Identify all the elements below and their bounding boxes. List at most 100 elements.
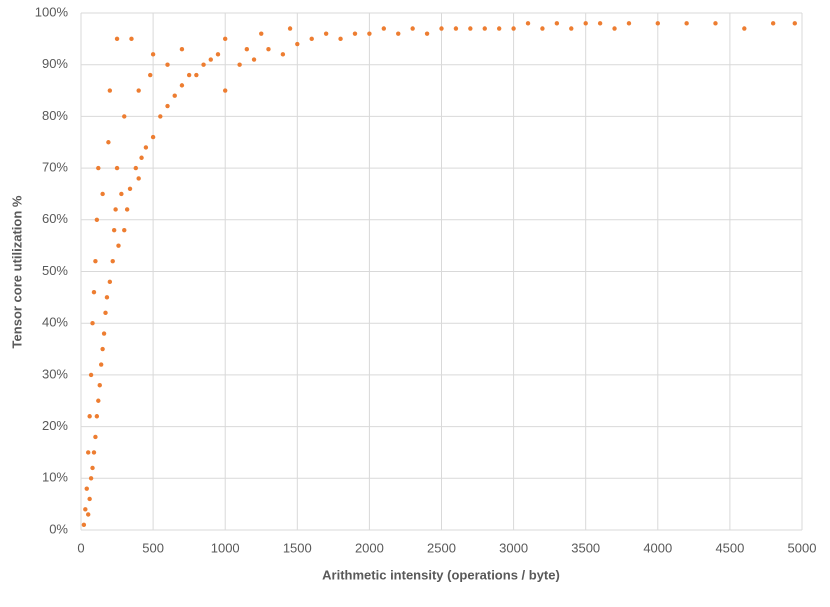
scatter-point (158, 114, 163, 119)
scatter-point (742, 26, 747, 31)
y-axis-title: Tensor core utilization % (9, 195, 24, 348)
scatter-point (100, 346, 105, 352)
scatter-point (98, 362, 104, 367)
scatter-point (186, 72, 192, 78)
scatter-point (139, 155, 144, 160)
scatter-point (237, 62, 242, 67)
scatter-point (110, 258, 115, 264)
scatter-point (104, 295, 110, 300)
scatter-point (525, 21, 531, 26)
scatter-point (81, 522, 87, 528)
scatter-point (106, 140, 111, 145)
scatter-point (97, 383, 102, 388)
scatter-point (90, 465, 95, 471)
scatter-point (468, 26, 473, 31)
x-tick-label: 500 (142, 540, 164, 555)
scatter-point (91, 450, 97, 455)
scatter-point (287, 26, 293, 31)
scatter-point (148, 72, 153, 78)
scatter-point (86, 450, 91, 455)
scatter-point (143, 145, 149, 150)
scatter-point (179, 83, 185, 88)
x-tick-label: 5000 (788, 540, 817, 555)
scatter-point (569, 26, 574, 31)
x-tick-label: 2000 (355, 540, 384, 555)
y-tick-label: 0% (49, 521, 68, 536)
scatter-point (88, 372, 94, 378)
y-tick-label: 90% (42, 56, 68, 71)
scatter-point (179, 46, 185, 52)
scatter-point (88, 476, 94, 481)
scatter-point (223, 88, 228, 93)
y-tick-label: 80% (42, 108, 68, 123)
scatter-point (583, 21, 588, 26)
scatter-point (122, 227, 127, 233)
y-tick-label: 100% (35, 4, 69, 19)
scatter-point (84, 486, 89, 491)
scatter-point (396, 31, 401, 36)
scatter-point (136, 176, 141, 181)
scatter-point (165, 62, 170, 67)
scatter-point (103, 310, 108, 316)
scatter-point (309, 36, 314, 42)
y-tick-label: 60% (42, 211, 68, 226)
y-tick-label: 10% (42, 470, 68, 485)
scatter-point (107, 88, 113, 93)
y-tick-label: 30% (42, 366, 68, 381)
scatter-point (116, 243, 121, 248)
scatter-point (223, 36, 228, 42)
scatter-point (792, 21, 797, 26)
scatter-point (367, 31, 372, 36)
scatter-point (133, 165, 138, 171)
scatter-point (482, 26, 487, 31)
scatter-point (597, 21, 603, 26)
scatter-point (453, 26, 459, 31)
scatter-point (100, 191, 105, 197)
x-tick-label: 1000 (211, 540, 240, 555)
scatter-point (94, 217, 100, 222)
x-tick-label: 4500 (715, 540, 744, 555)
scatter-point (540, 26, 545, 31)
y-tick-label: 70% (42, 160, 68, 175)
scatter-point (381, 26, 387, 31)
x-axis-title: Arithmetic intensity (operations / byte) (322, 567, 560, 582)
x-tick-label: 2500 (427, 540, 456, 555)
scatter-point (208, 57, 213, 62)
scatter-point (93, 258, 98, 264)
scatter-point (122, 114, 127, 119)
scatter-point (136, 88, 141, 93)
x-tick-label: 1500 (283, 540, 312, 555)
scatter-point (87, 496, 92, 502)
x-tick-label: 3500 (571, 540, 600, 555)
scatter-point (113, 207, 118, 212)
scatter-point (129, 36, 134, 42)
scatter-point (352, 31, 358, 36)
x-tick-label: 4000 (643, 540, 672, 555)
scatter-point (201, 62, 206, 67)
scatter-point (96, 398, 101, 403)
scatter-point (655, 21, 660, 26)
scatter-point (612, 26, 617, 31)
scatter-point (266, 46, 271, 52)
scatter-point (119, 191, 124, 197)
y-tick-label: 40% (42, 315, 68, 330)
scatter-point (91, 289, 97, 295)
scatter-point (554, 21, 560, 26)
scatter-point (86, 512, 91, 517)
scatter-point (101, 331, 107, 336)
scatter-point (295, 41, 300, 47)
scatter-point (259, 31, 264, 36)
scatter-point (124, 207, 130, 212)
x-tick-label: 3000 (499, 540, 528, 555)
scatter-point (165, 103, 170, 109)
scatter-point (244, 46, 250, 52)
scatter-point (713, 21, 718, 26)
scatter-point (439, 26, 444, 31)
scatter-point (111, 227, 117, 233)
scatter-point (94, 414, 100, 419)
scatter-point (424, 31, 430, 36)
scatter-point (626, 21, 632, 26)
scatter-point (107, 279, 113, 285)
scatter-point (114, 165, 120, 171)
scatter-point (770, 21, 776, 26)
